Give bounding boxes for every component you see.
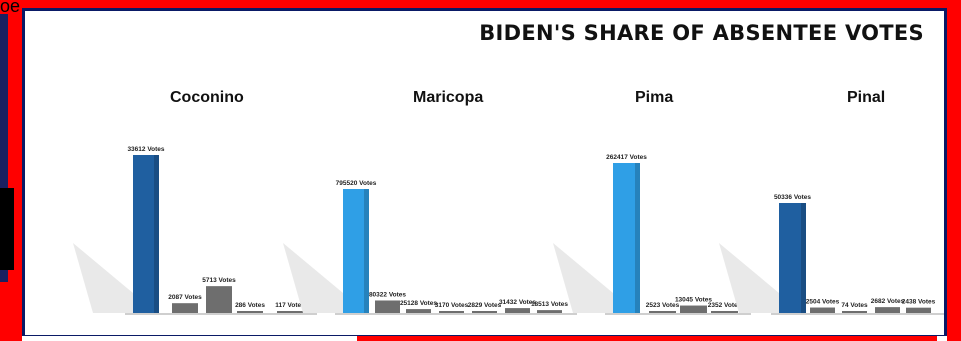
bar-value-label: 3170 Votes	[435, 302, 469, 309]
bar	[172, 303, 198, 313]
bar	[711, 311, 738, 313]
bar	[906, 307, 931, 313]
bar	[206, 286, 232, 313]
bar	[406, 309, 431, 313]
bar-value-label: 2504 Votes	[806, 299, 840, 306]
bar-value-label: 262417 Votes	[606, 154, 647, 161]
bar	[680, 305, 707, 313]
bar-value-label: 50336 Votes	[774, 194, 811, 201]
bar	[613, 163, 640, 313]
bar	[472, 311, 497, 313]
bar	[875, 307, 900, 313]
bar-shadow	[719, 243, 783, 313]
bar-side-shade	[364, 189, 369, 313]
bar	[133, 155, 159, 313]
bar-side-shade	[801, 203, 806, 313]
bar-value-label: 25128 Votes	[400, 300, 437, 307]
bar-value-label: 2087 Votes	[168, 294, 202, 301]
bar-value-label: 80322 Votes	[369, 291, 406, 298]
left-black-block	[0, 188, 14, 270]
county-title-maricopa: Maricopa	[413, 89, 484, 106]
bar-value-label: 5713 Votes	[202, 277, 236, 284]
bar-value-label: 117 Votes	[275, 302, 305, 309]
bar	[810, 307, 835, 313]
top-left-text: oe	[0, 0, 21, 16]
county-title-pima: Pima	[635, 89, 674, 106]
bar-value-label: 286 Votes	[235, 302, 265, 309]
bar-shadow	[553, 243, 617, 313]
bar	[842, 311, 867, 313]
county-title-coconino: Coconino	[170, 89, 244, 106]
bar	[505, 308, 530, 313]
bottom-red-strip	[357, 336, 937, 341]
bar	[343, 189, 369, 313]
chart-title: BIDEN'S SHARE OF ABSENTEE VOTES	[479, 21, 924, 45]
bar-value-label: 795520 Votes	[336, 180, 377, 187]
chart-panel-0: 33612 Votes 2087 Votes 5713 Votes 286 Votes…	[73, 146, 317, 315]
county-title-pinal: Pinal	[847, 89, 886, 106]
bar	[439, 311, 464, 313]
charts-svg: 33612 Votes 2087 Votes 5713 Votes 286 Votes…	[73, 146, 944, 315]
bar	[237, 311, 263, 313]
bar-side-shade	[635, 163, 640, 313]
bar	[375, 300, 400, 313]
bar-shadow	[73, 243, 137, 313]
bar-side-shade	[154, 155, 159, 313]
chart-frame: BIDEN'S SHARE OF ABSENTEE VOTES Coconino…	[22, 8, 947, 338]
bar	[537, 310, 562, 313]
bar-value-label: 18513 Votes	[531, 301, 568, 308]
bar-shadow	[283, 243, 347, 313]
bar-value-label: 13045 Votes	[675, 297, 712, 304]
bar-value-label: 33612 Votes	[127, 146, 164, 153]
bar-value-label: 2829 Votes	[468, 302, 502, 309]
bar-value-label: 31432 Votes	[499, 299, 536, 306]
bar	[779, 203, 806, 313]
bar	[277, 311, 303, 313]
bar-value-label: 2523 Votes	[646, 302, 680, 309]
left-border-strip	[0, 14, 8, 282]
bar-value-label: 2682 Votes	[871, 298, 905, 305]
bar-value-label: 74 Votes	[841, 302, 868, 309]
bar	[649, 311, 676, 313]
bar-value-label: 2352 Votes	[708, 302, 742, 309]
bar-value-label: 2438 Votes	[902, 299, 936, 306]
